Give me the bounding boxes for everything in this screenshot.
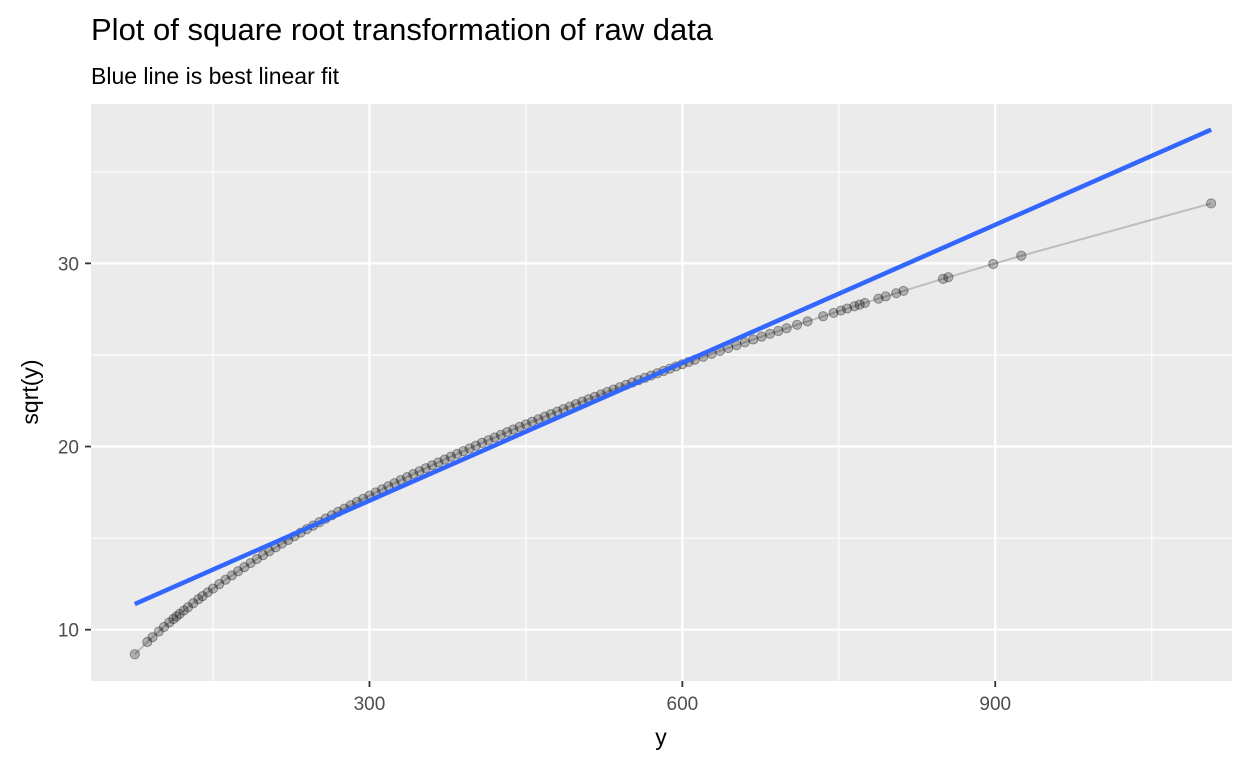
data-point: [182, 602, 194, 613]
data-point: [1206, 198, 1217, 209]
data-point: [781, 323, 792, 334]
data-point: [818, 311, 829, 322]
data-point: [232, 566, 244, 577]
data-point: [849, 301, 860, 312]
data-point: [988, 258, 999, 270]
data-point: [214, 579, 225, 590]
data-point: [527, 416, 538, 427]
data-point: [426, 460, 438, 471]
data-point: [514, 421, 525, 433]
data-point: [791, 319, 803, 330]
chart-title: Plot of square root transformation of ra…: [91, 12, 714, 47]
fit-line: [133, 127, 1213, 607]
data-point: [773, 325, 784, 337]
data-point: [239, 562, 250, 573]
data-point: [470, 440, 481, 451]
data-point: [756, 331, 767, 342]
data-point: [508, 424, 519, 435]
y-tick-label: 10: [58, 621, 79, 642]
data-point: [898, 285, 909, 297]
data-point: [477, 437, 488, 448]
data-point: [164, 617, 175, 628]
y-axis-title: sqrt(y): [17, 359, 43, 424]
data-point: [197, 591, 208, 602]
data-point: [891, 288, 902, 299]
data-point: [147, 632, 158, 643]
fit-line-path: [133, 127, 1213, 607]
plot-panel: [91, 104, 1232, 681]
data-point: [408, 469, 419, 480]
data-point: [178, 605, 189, 616]
data-point: [495, 429, 506, 440]
x-tick-label: 300: [354, 694, 386, 715]
data-point: [502, 427, 513, 438]
data-point: [1016, 250, 1027, 261]
x-axis-ticks: 300 600 900: [354, 681, 1011, 715]
y-axis-ticks: 10 20 30: [58, 254, 91, 642]
data-point: [842, 303, 853, 314]
data-point: [854, 299, 865, 310]
data-point: [451, 448, 463, 460]
data-point: [168, 613, 179, 625]
data-point: [251, 553, 262, 565]
data-point: [433, 457, 444, 468]
data-point: [245, 557, 256, 569]
data-point: [129, 649, 140, 660]
chart-subtitle: Blue line is best linear fit: [91, 63, 340, 89]
y-tick-label: 20: [58, 438, 79, 459]
connecting-line-path: [134, 202, 1212, 655]
data-point: [458, 446, 469, 457]
x-axis-title: y: [655, 724, 667, 750]
data-point: [748, 334, 759, 345]
data-point: [142, 636, 153, 648]
x-tick-label: 600: [667, 694, 699, 715]
data-point: [873, 293, 884, 304]
data-point: [880, 291, 891, 302]
data-point: [835, 305, 846, 316]
data-point: [171, 611, 182, 622]
data-point: [188, 598, 199, 609]
y-tick-label: 30: [58, 254, 79, 275]
data-point: [174, 608, 185, 620]
data-point: [938, 273, 949, 284]
data-point: [739, 337, 751, 348]
data-point: [802, 316, 813, 327]
data-point: [439, 454, 450, 465]
data-point: [483, 435, 494, 446]
data-point: [414, 466, 425, 477]
data-point: [207, 583, 219, 594]
data-point: [226, 570, 237, 581]
data-point: [158, 621, 170, 633]
data-point: [764, 328, 776, 339]
data-point: [420, 463, 431, 474]
data-point: [943, 272, 954, 283]
data-point: [202, 587, 213, 598]
major-gridlines: [91, 104, 1232, 681]
data-point: [464, 443, 475, 454]
data-point: [257, 550, 269, 561]
data-point: [828, 307, 839, 319]
data-point: [489, 432, 500, 443]
data-point: [445, 451, 456, 462]
connecting-line: [134, 202, 1212, 655]
x-tick-label: 900: [979, 694, 1011, 715]
data-point: [220, 574, 231, 585]
data-point: [520, 419, 532, 430]
data-point: [153, 626, 164, 637]
data-point: [193, 594, 204, 605]
data-point: [859, 297, 870, 309]
